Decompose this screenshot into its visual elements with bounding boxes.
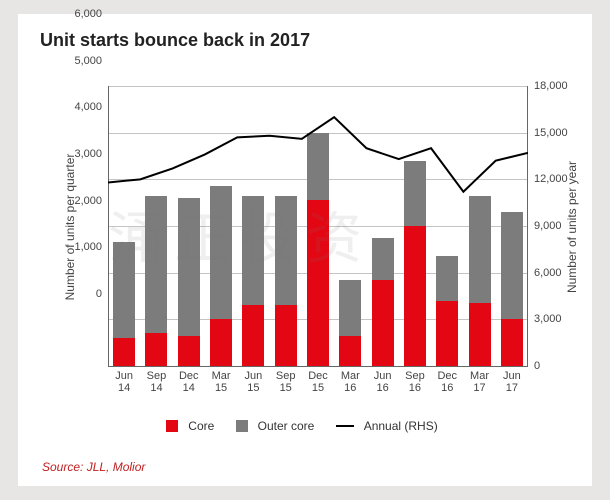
legend-swatch-core [166,420,178,432]
xtick: Sep14 [140,370,172,394]
ytick-right: 18,000 [534,80,580,92]
ytick-left: 6,000 [60,8,102,20]
legend-label-outer: Outer core [258,419,315,433]
xtick: Sep15 [270,370,302,394]
ytick-right: 15,000 [534,127,580,139]
ytick-left: 2,000 [60,195,102,207]
xtick: Mar17 [464,370,496,394]
source-text: Source: JLL, Molior [42,460,145,474]
xtick: Mar16 [334,370,366,394]
ytick-left: 4,000 [60,101,102,113]
xtick: Dec14 [173,370,205,394]
xtick: Dec16 [431,370,463,394]
ytick-left: 1,000 [60,241,102,253]
y-axis-left-label: Number of units per quarter [40,92,56,362]
xtick: Jun15 [237,370,269,394]
ytick-right: 0 [534,360,580,372]
xtick: Sep16 [399,370,431,394]
xtick: Mar15 [205,370,237,394]
ytick-right: 12,000 [534,173,580,185]
legend-label-annual: Annual (RHS) [364,419,438,433]
xtick: Jun14 [108,370,140,394]
plot-area [108,86,528,366]
xtick: Jun16 [367,370,399,394]
chart-card: Unit starts bounce back in 2017 Number o… [18,14,592,486]
annual-line [108,86,528,366]
ytick-right: 6,000 [534,267,580,279]
axis [108,366,528,367]
xtick: Dec15 [302,370,334,394]
ytick-right: 3,000 [534,313,580,325]
legend-swatch-annual [336,425,354,427]
ytick-left: 0 [60,288,102,300]
legend-swatch-outer [236,420,248,432]
chart-title: Unit starts bounce back in 2017 [40,30,310,51]
xtick: Jun17 [496,370,528,394]
legend-label-core: Core [188,419,214,433]
ytick-left: 3,000 [60,148,102,160]
legend: Core Outer core Annual (RHS) [18,418,592,433]
ytick-right: 9,000 [534,220,580,232]
ytick-left: 5,000 [60,55,102,67]
